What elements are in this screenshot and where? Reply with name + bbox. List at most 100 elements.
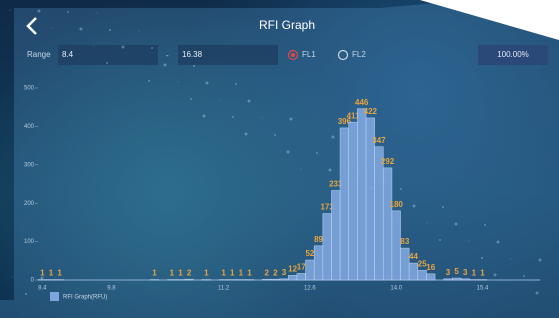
- bar: [409, 263, 418, 280]
- legend-label: RFI Graph(RFU): [63, 295, 107, 301]
- star: [536, 292, 539, 295]
- value-label: 1: [472, 269, 477, 278]
- value-label: 1: [247, 269, 252, 278]
- bar: [262, 279, 271, 280]
- value-label: 1: [204, 269, 209, 278]
- star: [67, 11, 69, 13]
- bar: [392, 211, 401, 280]
- star: [178, 82, 179, 83]
- value-label: 347: [372, 136, 386, 145]
- star: [290, 118, 293, 121]
- bar: [357, 109, 366, 280]
- bar: [314, 246, 323, 280]
- star: [139, 31, 140, 32]
- star: [151, 47, 153, 49]
- range-separator: -: [166, 51, 169, 60]
- value-label: 1: [480, 269, 485, 278]
- value-label: 1: [152, 269, 157, 278]
- star: [523, 275, 525, 277]
- star: [304, 136, 305, 137]
- star: [494, 274, 497, 277]
- star: [262, 118, 263, 119]
- value-label: 1: [49, 269, 54, 278]
- value-label: 16: [426, 263, 435, 272]
- star: [511, 259, 512, 260]
- value-label: 3: [463, 268, 468, 277]
- bar: [331, 191, 340, 280]
- value-label: 446: [355, 98, 369, 107]
- value-label: 2: [265, 268, 270, 277]
- star: [539, 259, 542, 262]
- star: [332, 136, 335, 139]
- bar: [401, 248, 410, 280]
- star: [400, 188, 402, 190]
- legend-swatch: [50, 292, 59, 301]
- star: [122, 46, 125, 49]
- bar: [306, 260, 315, 280]
- value-label: 180: [390, 200, 404, 209]
- star: [190, 98, 192, 100]
- star: [274, 134, 276, 136]
- radio-label: FL1: [302, 50, 316, 59]
- star: [301, 169, 302, 170]
- star: [38, 10, 41, 13]
- bar: [444, 279, 453, 280]
- range-min: 8.4: [62, 50, 74, 59]
- bar: [426, 274, 435, 280]
- value-label: 5: [454, 267, 459, 276]
- star: [94, 46, 95, 47]
- star: [316, 152, 318, 154]
- bar: [323, 214, 332, 280]
- value-label: 2: [187, 268, 192, 277]
- y-tick-label: 100: [24, 239, 35, 245]
- value-label: 2: [273, 268, 278, 277]
- value-label: 1: [57, 269, 62, 278]
- value-label: 52: [305, 249, 314, 258]
- x-tick-label: 15.4: [477, 286, 489, 292]
- screen: RFI Graph Range 8.4 - 16.38 100.00% FL1 F…: [0, 0, 559, 318]
- value-label: 83: [400, 237, 409, 246]
- value-label: 1: [40, 269, 45, 278]
- star: [232, 116, 234, 118]
- value-label: 1: [170, 269, 175, 278]
- value-label: 3: [282, 268, 287, 277]
- bar: [383, 168, 392, 280]
- star: [220, 100, 221, 101]
- page-title: RFI Graph: [259, 18, 315, 32]
- star: [439, 239, 441, 241]
- range-max: 16.38: [182, 50, 203, 59]
- star: [497, 241, 500, 244]
- x-tick-label: 11.2: [218, 286, 230, 292]
- bar: [461, 279, 470, 280]
- star: [52, 28, 53, 29]
- star: [442, 206, 444, 208]
- star: [329, 169, 332, 172]
- bar: [375, 147, 384, 280]
- bar: [452, 278, 461, 280]
- star: [136, 64, 137, 65]
- star: [481, 257, 483, 259]
- chart: RFI Graph Range 8.4 - 16.38 100.00% FL1 F…: [0, 0, 559, 318]
- star: [427, 223, 428, 224]
- star: [245, 133, 248, 136]
- y-tick-label: 300: [24, 162, 35, 168]
- bar: [185, 279, 194, 280]
- value-label: 1: [178, 269, 183, 278]
- x-tick-label: 8.4: [38, 286, 47, 292]
- star: [413, 205, 416, 208]
- value-label: 17: [297, 263, 306, 272]
- star: [287, 151, 290, 154]
- y-tick-label: 200: [24, 201, 35, 207]
- value-label: 292: [381, 157, 395, 166]
- value-label: 1: [230, 269, 235, 278]
- range-label: Range: [27, 50, 51, 59]
- star: [193, 65, 195, 67]
- star: [80, 28, 83, 31]
- star: [469, 241, 470, 242]
- radio-label: FL2: [352, 50, 366, 59]
- star: [235, 83, 237, 85]
- star: [106, 62, 108, 64]
- percent: 100.00%: [497, 50, 529, 59]
- star: [248, 100, 251, 103]
- bar: [297, 273, 306, 280]
